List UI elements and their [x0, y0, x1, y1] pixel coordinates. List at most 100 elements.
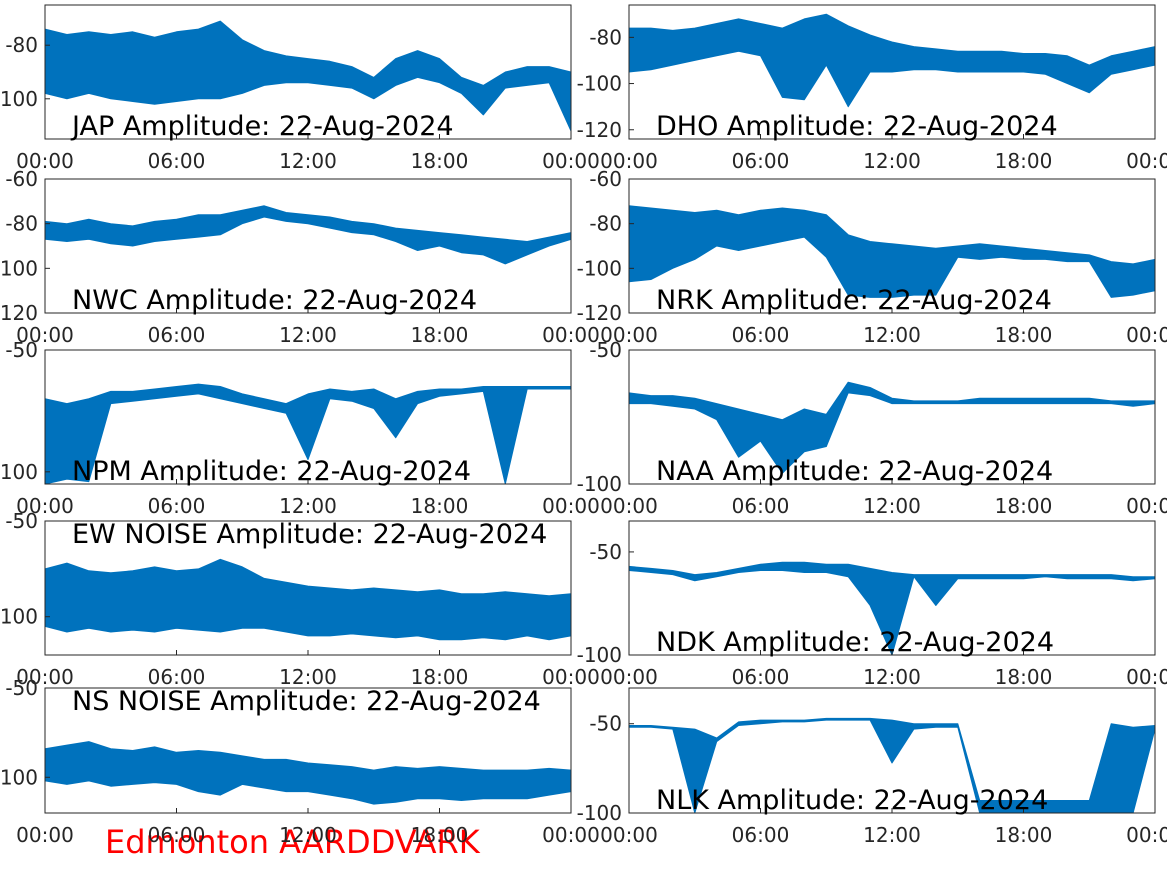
signal-band — [629, 561, 1155, 655]
panel-title: NWC Amplitude: 22-Aug-2024 — [72, 285, 477, 316]
plot-area — [45, 179, 571, 313]
y-tick-label: -60 — [589, 167, 622, 191]
plot-area — [45, 688, 571, 813]
signal-band — [45, 741, 571, 805]
x-tick-label: 00:00 — [1126, 823, 1167, 847]
panel-title: EW NOISE Amplitude: 22-Aug-2024 — [72, 519, 547, 550]
x-tick-label: 00:00 — [16, 665, 74, 689]
x-tick-label: 00:00 — [600, 665, 658, 689]
y-tick-label: -100 — [577, 72, 622, 96]
plot-area — [629, 5, 1155, 139]
x-tick-label: 12:00 — [863, 323, 921, 347]
x-tick-label: 18:00 — [995, 149, 1053, 173]
x-tick-label: 06:00 — [732, 323, 790, 347]
x-tick-label: 18:00 — [995, 323, 1053, 347]
x-tick-label: 00:00 — [600, 823, 658, 847]
y-tick-label: -80 — [5, 212, 38, 236]
x-tick-label: 00:00 — [600, 149, 658, 173]
y-tick-label: -50 — [5, 676, 38, 700]
x-tick-label: 18:00 — [411, 149, 469, 173]
x-tick-label: 12:00 — [279, 494, 337, 518]
panel-title: DHO Amplitude: 22-Aug-2024 — [656, 111, 1058, 142]
x-tick-label: 00:00 — [542, 823, 600, 847]
y-tick-label: -100 — [0, 87, 38, 111]
plot-area — [629, 688, 1155, 813]
x-tick-label: 12:00 — [279, 665, 337, 689]
x-tick-label: 18:00 — [995, 494, 1053, 518]
x-tick-label: 00:00 — [1126, 149, 1167, 173]
y-tick-label: -100 — [577, 256, 622, 280]
y-tick-label: -50 — [5, 338, 38, 362]
signal-band — [629, 13, 1155, 108]
x-tick-label: 18:00 — [995, 665, 1053, 689]
signal-band — [45, 558, 571, 641]
y-tick-label: -60 — [5, 167, 38, 191]
y-tick-label: -100 — [577, 801, 622, 825]
y-tick-label: -50 — [589, 712, 622, 736]
x-tick-label: 00:00 — [542, 494, 600, 518]
x-tick-label: 06:00 — [732, 665, 790, 689]
x-tick-label: 00:00 — [16, 323, 74, 347]
panel-title: NRK Amplitude: 22-Aug-2024 — [656, 285, 1052, 316]
x-tick-label: 18:00 — [995, 823, 1053, 847]
y-tick-label: -80 — [5, 33, 38, 57]
y-tick-label: -120 — [577, 301, 622, 325]
x-tick-label: 06:00 — [148, 323, 206, 347]
x-tick-label: 00:00 — [1126, 494, 1167, 518]
plot-area — [629, 350, 1155, 484]
station-label: Edmonton AARDDVARK — [105, 823, 481, 861]
x-tick-label: 12:00 — [279, 323, 337, 347]
x-tick-label: 06:00 — [732, 149, 790, 173]
x-tick-label: 12:00 — [279, 823, 337, 847]
x-tick-label: 18:00 — [411, 323, 469, 347]
x-tick-label: 12:00 — [863, 494, 921, 518]
y-tick-label: -100 — [0, 605, 38, 629]
y-tick-label: -100 — [0, 256, 38, 280]
panel-title: NS NOISE Amplitude: 22-Aug-2024 — [72, 686, 541, 717]
x-tick-label: 00:00 — [1126, 665, 1167, 689]
y-tick-label: -120 — [577, 118, 622, 142]
x-tick-label: 18:00 — [411, 665, 469, 689]
signal-band — [629, 717, 1155, 813]
x-tick-label: 12:00 — [863, 149, 921, 173]
x-tick-label: 12:00 — [863, 823, 921, 847]
x-tick-label: 12:00 — [863, 665, 921, 689]
signal-band — [629, 381, 1155, 474]
y-tick-label: -100 — [0, 460, 38, 484]
x-tick-label: 18:00 — [411, 823, 469, 847]
x-tick-label: 06:00 — [148, 149, 206, 173]
panel-title: NDK Amplitude: 22-Aug-2024 — [656, 627, 1054, 658]
signal-band — [45, 383, 571, 484]
x-tick-label: 06:00 — [732, 823, 790, 847]
y-tick-label: -100 — [577, 472, 622, 496]
plot-area — [45, 521, 571, 655]
x-tick-label: 06:00 — [732, 494, 790, 518]
x-tick-label: 00:00 — [542, 665, 600, 689]
panel-title: JAP Amplitude: 22-Aug-2024 — [70, 111, 454, 142]
x-tick-label: 00:00 — [1126, 323, 1167, 347]
panel-title: NAA Amplitude: 22-Aug-2024 — [656, 456, 1053, 487]
x-tick-label: 00:00 — [600, 494, 658, 518]
y-tick-label: -80 — [589, 212, 622, 236]
y-tick-label: -100 — [577, 643, 622, 667]
x-tick-label: 00:00 — [600, 323, 658, 347]
x-tick-label: 00:00 — [542, 323, 600, 347]
y-tick-label: -50 — [5, 509, 38, 533]
signal-band — [45, 20, 571, 132]
x-tick-label: 00:00 — [16, 494, 74, 518]
panel-title: NPM Amplitude: 22-Aug-2024 — [72, 456, 471, 487]
y-tick-label: -80 — [589, 25, 622, 49]
plot-area — [45, 5, 571, 139]
y-tick-label: -100 — [0, 765, 38, 789]
x-tick-label: 00:00 — [542, 149, 600, 173]
panel-title: NLK Amplitude: 22-Aug-2024 — [656, 785, 1048, 816]
x-tick-label: 12:00 — [279, 149, 337, 173]
signal-band — [45, 205, 571, 265]
y-tick-label: -50 — [589, 338, 622, 362]
plot-area — [629, 179, 1155, 313]
y-tick-label: -50 — [589, 540, 622, 564]
plot-area — [629, 521, 1155, 655]
x-tick-label: 06:00 — [148, 494, 206, 518]
